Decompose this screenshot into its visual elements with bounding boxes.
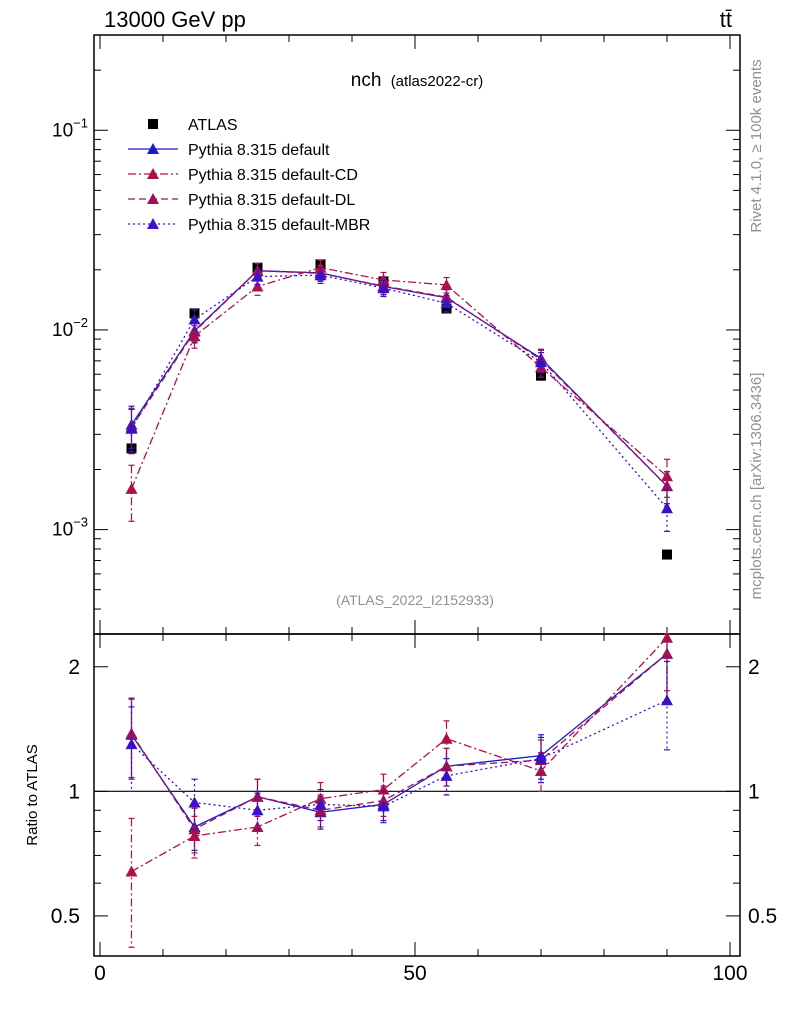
ratio-line: [130, 653, 668, 831]
legend-label: Pythia 8.315 default: [188, 142, 330, 159]
legend-label: ATLAS: [188, 117, 238, 134]
legend-marker: [147, 193, 159, 204]
atlas-point: [441, 303, 452, 314]
ratio-ytick-label: 0.5: [51, 905, 80, 928]
series-point: [661, 480, 673, 492]
series-point: [314, 269, 327, 281]
legend-item: ATLAS: [148, 117, 238, 134]
legend-marker: [147, 143, 159, 154]
ratio-line: [131, 637, 668, 873]
series-point: [535, 356, 547, 368]
series-point: [661, 502, 673, 514]
rivet-label: Rivet 4.1.0, ≥ 100k events: [748, 59, 765, 232]
legend-item: Pythia 8.315 default-CD: [128, 167, 358, 184]
ratio-point: [377, 794, 390, 806]
legend-item: Pythia 8.315 default-MBR: [128, 217, 370, 234]
main-ytick-label: 10−2: [52, 315, 88, 341]
ratio-line: [131, 699, 668, 811]
legend-label: Pythia 8.315 default-CD: [188, 167, 358, 184]
header-right-title: tt̄: [720, 7, 732, 32]
ratio-point: [535, 764, 547, 776]
main-ytick-label: 10−3: [52, 515, 88, 541]
series-point: [125, 422, 138, 434]
legend-label: Pythia 8.315 default-DL: [188, 192, 355, 209]
legend: ATLAS Pythia 8.315 default Pythia 8.315 de…: [128, 117, 370, 234]
series-line: [130, 270, 668, 487]
main-title-name: nch: [351, 70, 382, 91]
ratio-point: [661, 647, 673, 659]
ratio-point: [251, 790, 264, 802]
ratio-point: [440, 732, 453, 744]
series-point: [251, 280, 264, 292]
series-point: [251, 270, 264, 282]
legend-marker: [147, 168, 159, 179]
ratio-point: [125, 738, 138, 750]
ratio-ytick-label-right: 0.5: [748, 905, 777, 928]
ratio-series-pythia-8-315-default: [125, 633, 673, 851]
series-line: [130, 270, 668, 487]
ratio-ylabel: Ratio to ATLAS: [24, 744, 41, 845]
ratio-ytick-label-right: 2: [748, 656, 760, 679]
main-ytick-label: 10−1: [52, 115, 88, 141]
ratio-point: [661, 694, 673, 706]
ratio-point: [535, 752, 547, 764]
series-line: [130, 274, 668, 509]
series-pythia-8-315-default: [125, 262, 673, 505]
mcplots-label: mcplots.cern.ch [arXiv:1306.3436]: [748, 373, 765, 600]
legend-label: Pythia 8.315 default-MBR: [188, 217, 370, 234]
atlas-point: [662, 549, 672, 560]
legend-item: Pythia 8.315 default-DL: [128, 192, 355, 209]
ratio-point: [377, 800, 390, 812]
series-pythia-8-315-default-cd: [125, 259, 673, 522]
series-pythia-8-315-default-mbr: [125, 267, 673, 532]
series-pythia-8-315-default-dl: [125, 262, 673, 505]
series-point: [188, 313, 201, 325]
main-title-suffix: (atlas2022-cr): [391, 73, 484, 90]
analysis-label: (ATLAS_2022_I2152933): [336, 592, 494, 608]
ratio-point: [440, 769, 453, 781]
ratio-point: [251, 804, 264, 816]
ratio-point: [314, 798, 327, 810]
series-point: [440, 278, 453, 290]
main-title: nch (atlas2022-cr): [351, 70, 483, 91]
series-point: [377, 282, 390, 294]
ratio-line: [130, 653, 668, 828]
ratio-series-pythia-8-315-default-mbr: [125, 660, 673, 830]
ratio-xtick-label: 0: [94, 962, 106, 985]
series-point: [125, 482, 138, 494]
ratio-point: [251, 820, 264, 832]
ratio-series-layer: [125, 631, 673, 948]
ratio-xtick-label: 50: [403, 962, 426, 985]
main-series-layer: [125, 259, 673, 560]
series-point: [188, 325, 201, 337]
ratio-point: [440, 760, 453, 772]
ratio-ytick-label: 2: [68, 656, 80, 679]
ratio-ytick-label-right: 1: [748, 780, 760, 803]
ratio-panel-frame: [93, 633, 741, 957]
header-left-title: 13000 GeV pp: [104, 7, 246, 32]
ratio-point: [125, 865, 138, 877]
series-point: [440, 297, 453, 309]
ratio-axes: 0.5 0.5 1 1 2 2 0 50 100: [51, 634, 777, 985]
ratio-ytick-label: 1: [68, 780, 80, 803]
main-axes: 10−3 10−2 10−1: [52, 35, 740, 635]
ratio-series-pythia-8-315-default-cd: [125, 631, 673, 948]
legend-marker: [148, 119, 158, 129]
legend-marker: [147, 218, 159, 229]
legend-item: Pythia 8.315 default: [128, 142, 330, 159]
series-line: [130, 267, 668, 490]
ratio-xtick-label: 100: [712, 962, 747, 985]
ratio-point: [188, 796, 201, 808]
